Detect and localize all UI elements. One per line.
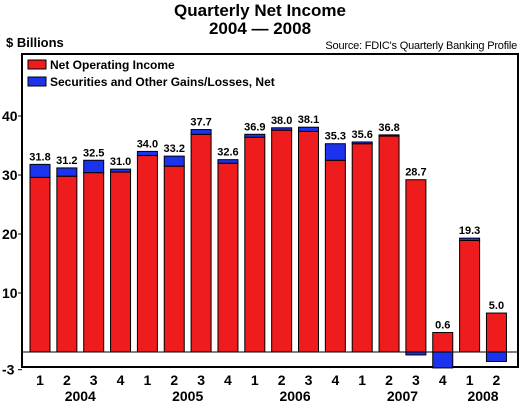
bar-net-operating-income xyxy=(83,172,105,353)
bar-net-operating-income xyxy=(29,176,51,353)
quarter-label: 4 xyxy=(439,372,447,388)
bar-net-operating-income xyxy=(244,136,266,353)
chart-title: Quarterly Net Income xyxy=(174,1,346,20)
quarter-label: 4 xyxy=(224,372,232,388)
quarter-label: 1 xyxy=(358,372,366,388)
year-label: 2005 xyxy=(172,388,203,404)
data-label: 38.0 xyxy=(271,115,292,127)
quarter-label: 3 xyxy=(197,372,205,388)
bar-securities-gains xyxy=(405,351,427,356)
bar-securities-gains xyxy=(29,163,51,178)
source-note: Source: FDIC's Quarterly Banking Profile xyxy=(325,40,517,52)
data-label: 19.3 xyxy=(459,225,480,237)
bar-net-operating-income xyxy=(324,159,346,353)
data-label: 31.0 xyxy=(110,156,131,168)
data-label: 33.2 xyxy=(164,143,185,155)
quarter-label: 2 xyxy=(278,372,286,388)
bar-net-operating-income xyxy=(459,239,481,353)
legend-swatch xyxy=(27,59,47,70)
data-label: 34.0 xyxy=(137,138,158,150)
data-label: 0.6 xyxy=(435,320,450,332)
y-tick-label: 40 xyxy=(2,108,18,124)
quarter-label: 2 xyxy=(493,372,501,388)
data-label: 36.9 xyxy=(244,121,265,133)
bar-securities-gains xyxy=(378,134,400,137)
bar-securities-gains xyxy=(432,351,454,369)
quarter-label: 3 xyxy=(305,372,313,388)
bar-securities-gains xyxy=(324,143,346,161)
bar-securities-gains xyxy=(217,159,239,164)
year-label: 2004 xyxy=(65,388,96,404)
bar-securities-gains xyxy=(271,127,293,131)
quarter-label: 1 xyxy=(466,372,474,388)
y-tick-label: -3 xyxy=(2,362,15,378)
bar-net-operating-income xyxy=(378,135,400,353)
data-label: 5.0 xyxy=(489,300,504,312)
legend-label: Securities and Other Gains/Losses, Net xyxy=(50,75,275,89)
data-label: 31.2 xyxy=(56,155,77,167)
bar-net-operating-income xyxy=(432,332,454,353)
data-label: 28.7 xyxy=(405,167,426,179)
bar-net-operating-income xyxy=(217,162,239,353)
bar-securities-gains xyxy=(163,155,185,167)
quarter-label: 1 xyxy=(144,372,152,388)
data-label: 37.7 xyxy=(190,117,211,129)
legend-swatch xyxy=(27,76,47,87)
bar-securities-gains xyxy=(459,237,481,241)
bar-securities-gains xyxy=(83,159,105,174)
bar-securities-gains xyxy=(110,168,132,173)
legend-label: Net Operating Income xyxy=(50,58,175,72)
bar-securities-gains xyxy=(244,133,266,138)
y-tick-label: 20 xyxy=(2,226,18,242)
bar-securities-gains xyxy=(56,167,78,177)
year-label: 2006 xyxy=(279,388,310,404)
bar-net-operating-income xyxy=(485,312,507,353)
data-label: 32.5 xyxy=(83,147,104,159)
bar-net-operating-income xyxy=(405,179,427,353)
bar-securities-gains xyxy=(136,150,158,157)
bar-net-operating-income xyxy=(163,165,185,353)
bar-securities-gains xyxy=(298,126,319,132)
plot-frame xyxy=(21,53,519,368)
bar-net-operating-income xyxy=(136,155,158,353)
data-label: 35.3 xyxy=(325,131,346,143)
bar-net-operating-income xyxy=(56,175,78,353)
quarter-label: 4 xyxy=(117,372,125,388)
quarter-label: 2 xyxy=(170,372,178,388)
quarter-label: 2 xyxy=(63,372,71,388)
quarter-label: 1 xyxy=(36,372,44,388)
y-tick-label: 10 xyxy=(2,285,18,301)
year-label: 2008 xyxy=(467,388,498,404)
data-label: 38.1 xyxy=(298,114,319,126)
data-label: 36.8 xyxy=(378,122,399,134)
bar-net-operating-income xyxy=(351,143,373,353)
y-tick-label: 30 xyxy=(2,167,18,183)
data-label: 32.6 xyxy=(217,147,238,159)
chart-subtitle: 2004 — 2008 xyxy=(208,19,312,38)
bar-net-operating-income xyxy=(298,130,319,353)
quarter-label: 4 xyxy=(331,372,339,388)
units-label: $ Billions xyxy=(6,35,64,50)
bar-net-operating-income xyxy=(190,133,212,353)
data-label: 35.6 xyxy=(351,129,372,141)
bar-securities-gains xyxy=(351,141,373,145)
year-label: 2007 xyxy=(387,388,418,404)
quarter-label: 3 xyxy=(90,372,98,388)
quarter-label: 3 xyxy=(412,372,420,388)
bar-net-operating-income xyxy=(271,129,293,353)
data-label: 31.8 xyxy=(29,151,50,163)
bar-net-operating-income xyxy=(110,171,132,353)
quarter-label: 2 xyxy=(385,372,393,388)
bar-securities-gains xyxy=(190,129,212,135)
quarter-label: 1 xyxy=(251,372,259,388)
bar-securities-gains xyxy=(485,351,507,362)
